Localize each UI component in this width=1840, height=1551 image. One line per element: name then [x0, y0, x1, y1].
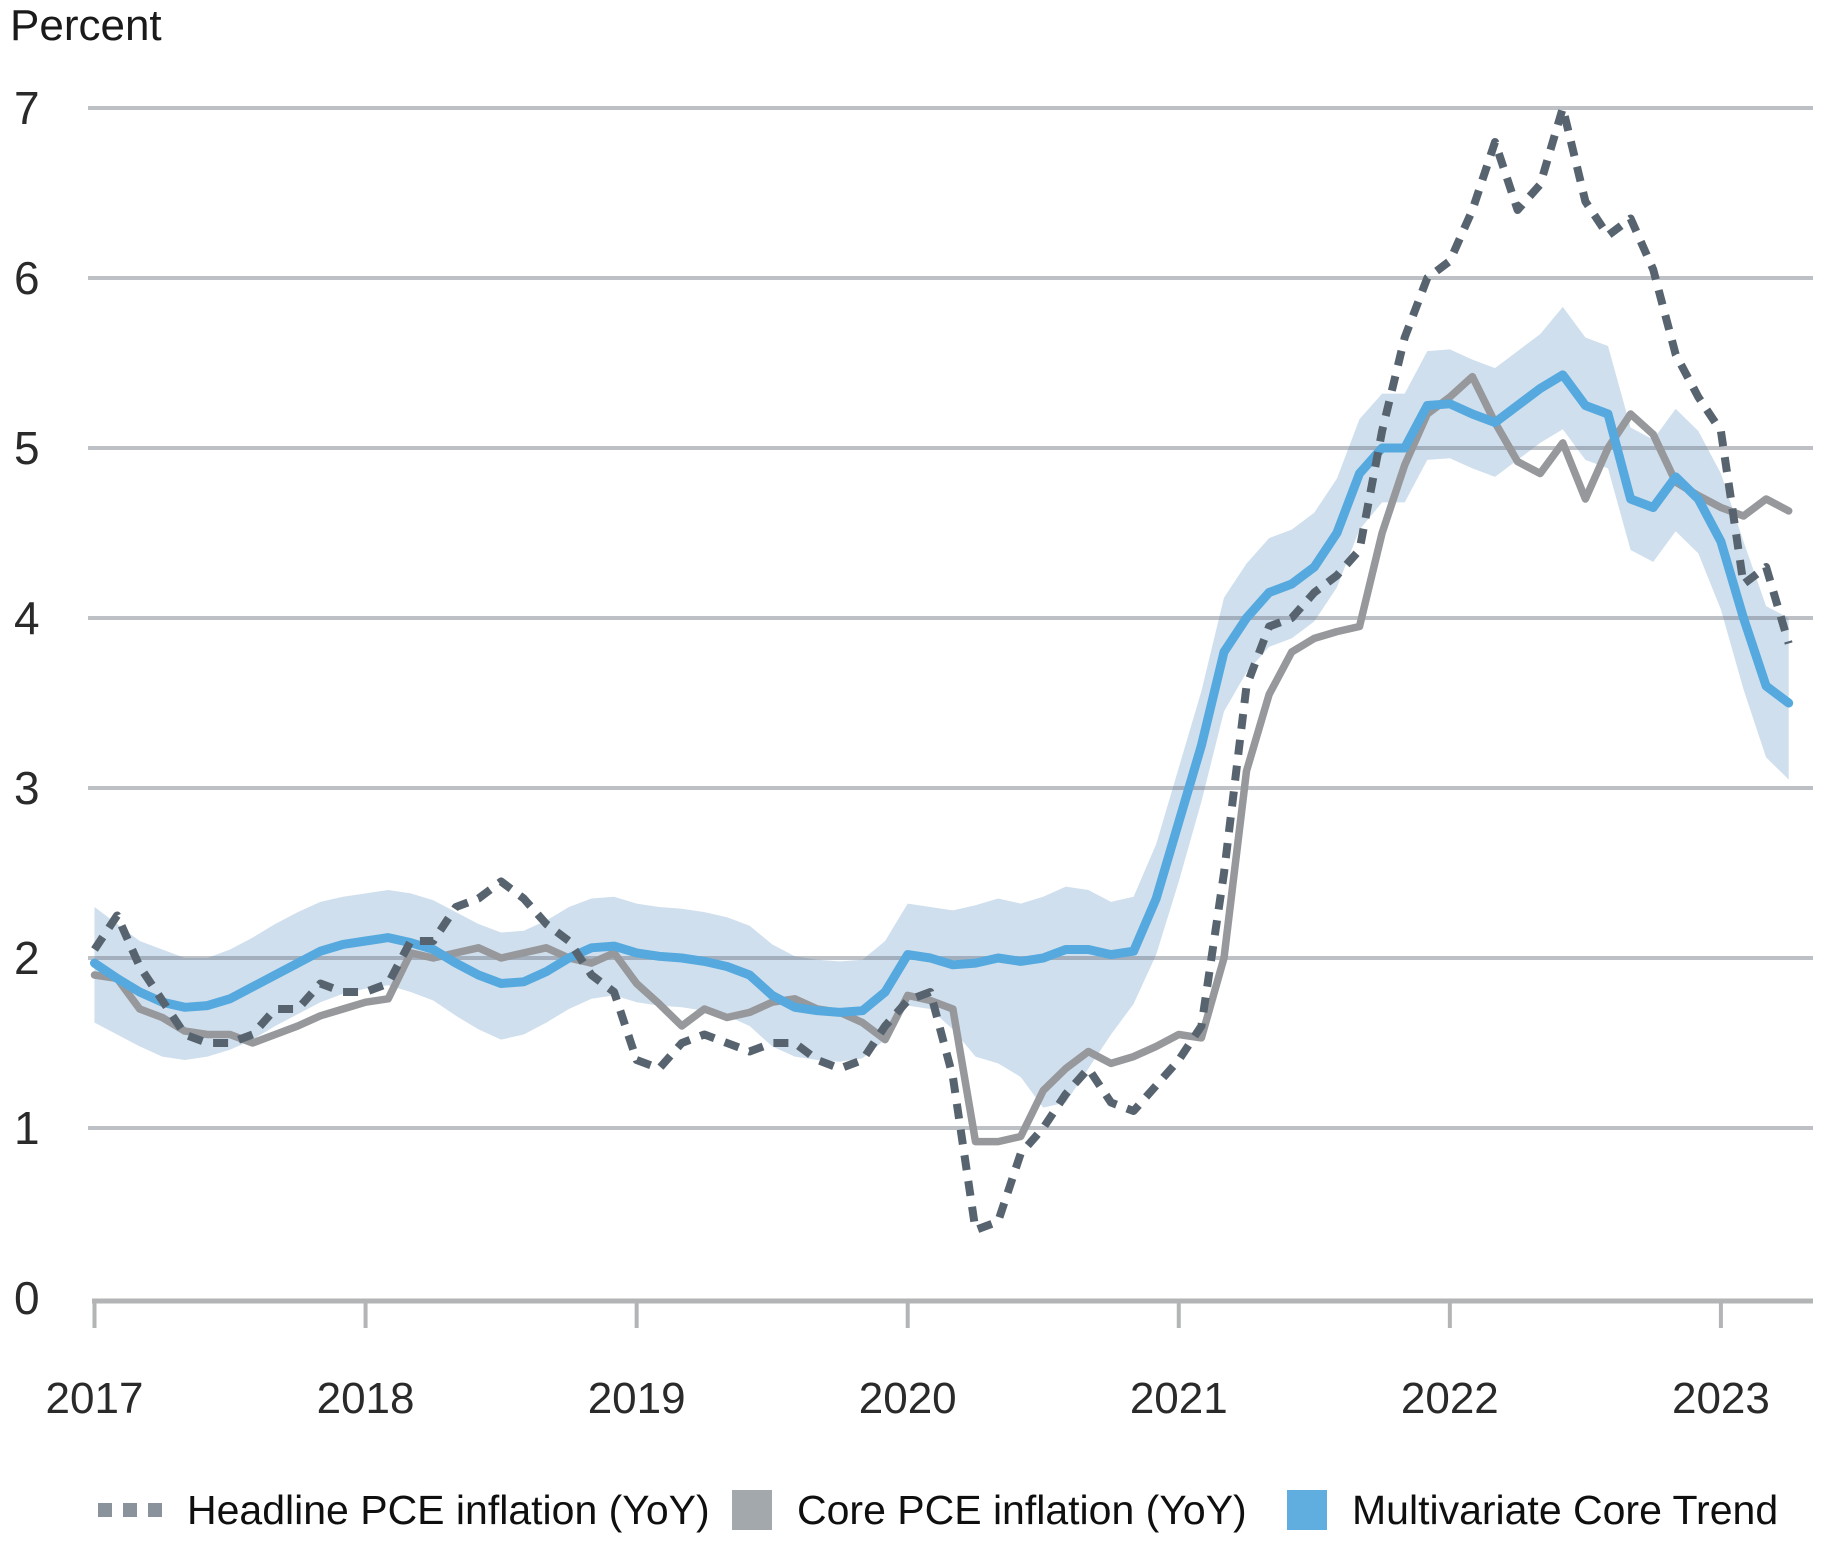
- x-tick-label: 2017: [46, 1374, 144, 1423]
- legend-item-headline: Headline PCE inflation (YoY): [98, 1482, 710, 1538]
- x-tick-label: 2020: [859, 1374, 957, 1423]
- multivariate-core-trend-line: [90, 370, 1794, 1017]
- y-tick-label: 4: [14, 592, 40, 644]
- x-tick-label: 2022: [1401, 1374, 1499, 1423]
- y-tick-label: 2: [14, 932, 40, 984]
- gray-square-marker-icon: [732, 1490, 772, 1530]
- x-tick-label: 2023: [1672, 1374, 1770, 1423]
- y-tick-label: 6: [14, 252, 40, 304]
- y-tick-label: 5: [14, 422, 40, 474]
- confidence-band: [94, 306, 1789, 1108]
- dashed-line-marker-icon: [98, 1503, 162, 1517]
- y-tick-label: 7: [14, 82, 40, 134]
- y-axis-unit-label: Percent: [10, 1, 162, 50]
- x-tick-label: 2021: [1130, 1374, 1228, 1423]
- x-tick-label: 2018: [317, 1374, 415, 1423]
- blue-square-marker-icon: [1287, 1490, 1327, 1530]
- legend-label-mct: Multivariate Core Trend: [1352, 1486, 1779, 1533]
- y-tick-label: 3: [14, 762, 40, 814]
- headline-pce-line: [91, 104, 1793, 1234]
- legend-item-core: Core PCE inflation (YoY): [732, 1482, 1247, 1538]
- legend-label-core: Core PCE inflation (YoY): [797, 1486, 1247, 1533]
- chart-legend: Headline PCE inflation (YoY) Core PCE in…: [0, 1482, 1840, 1538]
- legend-item-mct: Multivariate Core Trend: [1287, 1482, 1778, 1538]
- legend-label-headline: Headline PCE inflation (YoY): [187, 1486, 710, 1533]
- y-tick-label: 0: [14, 1272, 40, 1324]
- core-pce-line: [90, 372, 1793, 1146]
- y-tick-label: 1: [14, 1102, 40, 1154]
- x-tick-label: 2019: [588, 1374, 686, 1423]
